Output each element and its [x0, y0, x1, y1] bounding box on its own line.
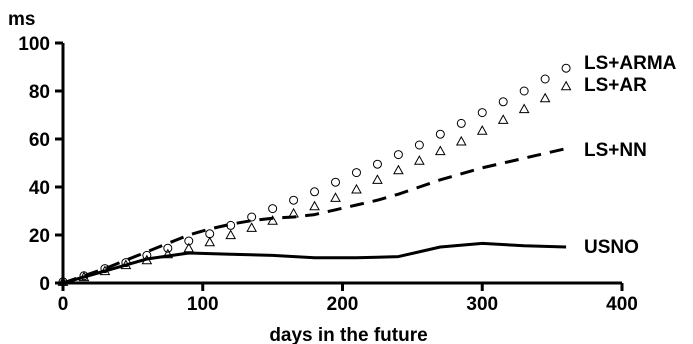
triangle-marker	[476, 125, 488, 135]
y-tick-label: 20	[29, 226, 50, 247]
x-tick-label: 0	[58, 294, 69, 315]
series-label: LS+ARMA	[584, 53, 677, 74]
series-usno	[62, 241, 567, 285]
circle-marker	[519, 86, 529, 96]
series-ls-arma	[58, 63, 571, 287]
x-tick-label: 100	[187, 294, 219, 315]
chart-axes	[61, 43, 622, 285]
circle-marker	[456, 118, 466, 128]
triangle-marker	[351, 183, 362, 194]
circle-marker	[331, 177, 341, 187]
triangle-marker	[455, 135, 467, 146]
series-ls-nn	[62, 147, 567, 285]
triangle-marker	[246, 222, 258, 232]
triangle-marker	[162, 248, 174, 259]
circle-marker	[289, 195, 299, 205]
triangle-marker	[372, 174, 383, 184]
circle-marker	[498, 97, 508, 107]
triangle-marker	[434, 145, 446, 156]
y-axis-unit-label: ms	[8, 9, 35, 30]
circle-marker	[163, 243, 173, 253]
axis-ticks: 0 20 40 60 80 100 0 100 200 300 400	[18, 34, 638, 315]
x-tick-label: 400	[606, 294, 638, 315]
circle-marker	[372, 159, 382, 169]
circle-marker	[205, 229, 215, 239]
series-label: USNO	[584, 237, 639, 258]
triangle-marker	[204, 236, 216, 247]
circle-marker	[351, 168, 361, 178]
series-layer	[57, 63, 572, 287]
circle-marker	[247, 212, 257, 222]
solid-series-line	[62, 241, 567, 285]
triangle-marker	[225, 229, 237, 240]
dashed-series-line	[62, 147, 567, 285]
circle-marker	[414, 140, 424, 150]
circle-marker	[393, 150, 403, 160]
circle-marker	[561, 63, 571, 73]
triangle-marker	[393, 164, 404, 175]
triangle-marker	[518, 103, 530, 114]
triangle-marker	[560, 80, 572, 91]
x-tick-label: 300	[466, 294, 498, 315]
circle-marker	[310, 187, 320, 197]
y-tick-label: 0	[39, 274, 50, 295]
triangle-marker	[309, 200, 320, 211]
y-tick-label: 100	[18, 34, 50, 55]
x-tick-label: 200	[327, 294, 359, 315]
circle-marker	[184, 236, 194, 246]
triangle-marker	[267, 215, 278, 225]
circle-marker	[268, 204, 278, 214]
series-label: LS+AR	[584, 75, 647, 96]
triangle-marker	[414, 155, 425, 165]
x-axis-title: days in the future	[269, 325, 427, 344]
y-tick-label: 60	[29, 130, 50, 151]
triangle-marker	[497, 114, 509, 124]
circle-marker	[540, 74, 550, 84]
circle-marker	[435, 129, 445, 139]
series-label: LS+NN	[584, 140, 647, 161]
triangle-marker	[330, 192, 341, 202]
y-tick-label: 40	[29, 178, 50, 199]
circle-marker	[477, 108, 487, 118]
y-tick-label: 80	[29, 82, 50, 103]
triangle-marker	[539, 92, 551, 103]
